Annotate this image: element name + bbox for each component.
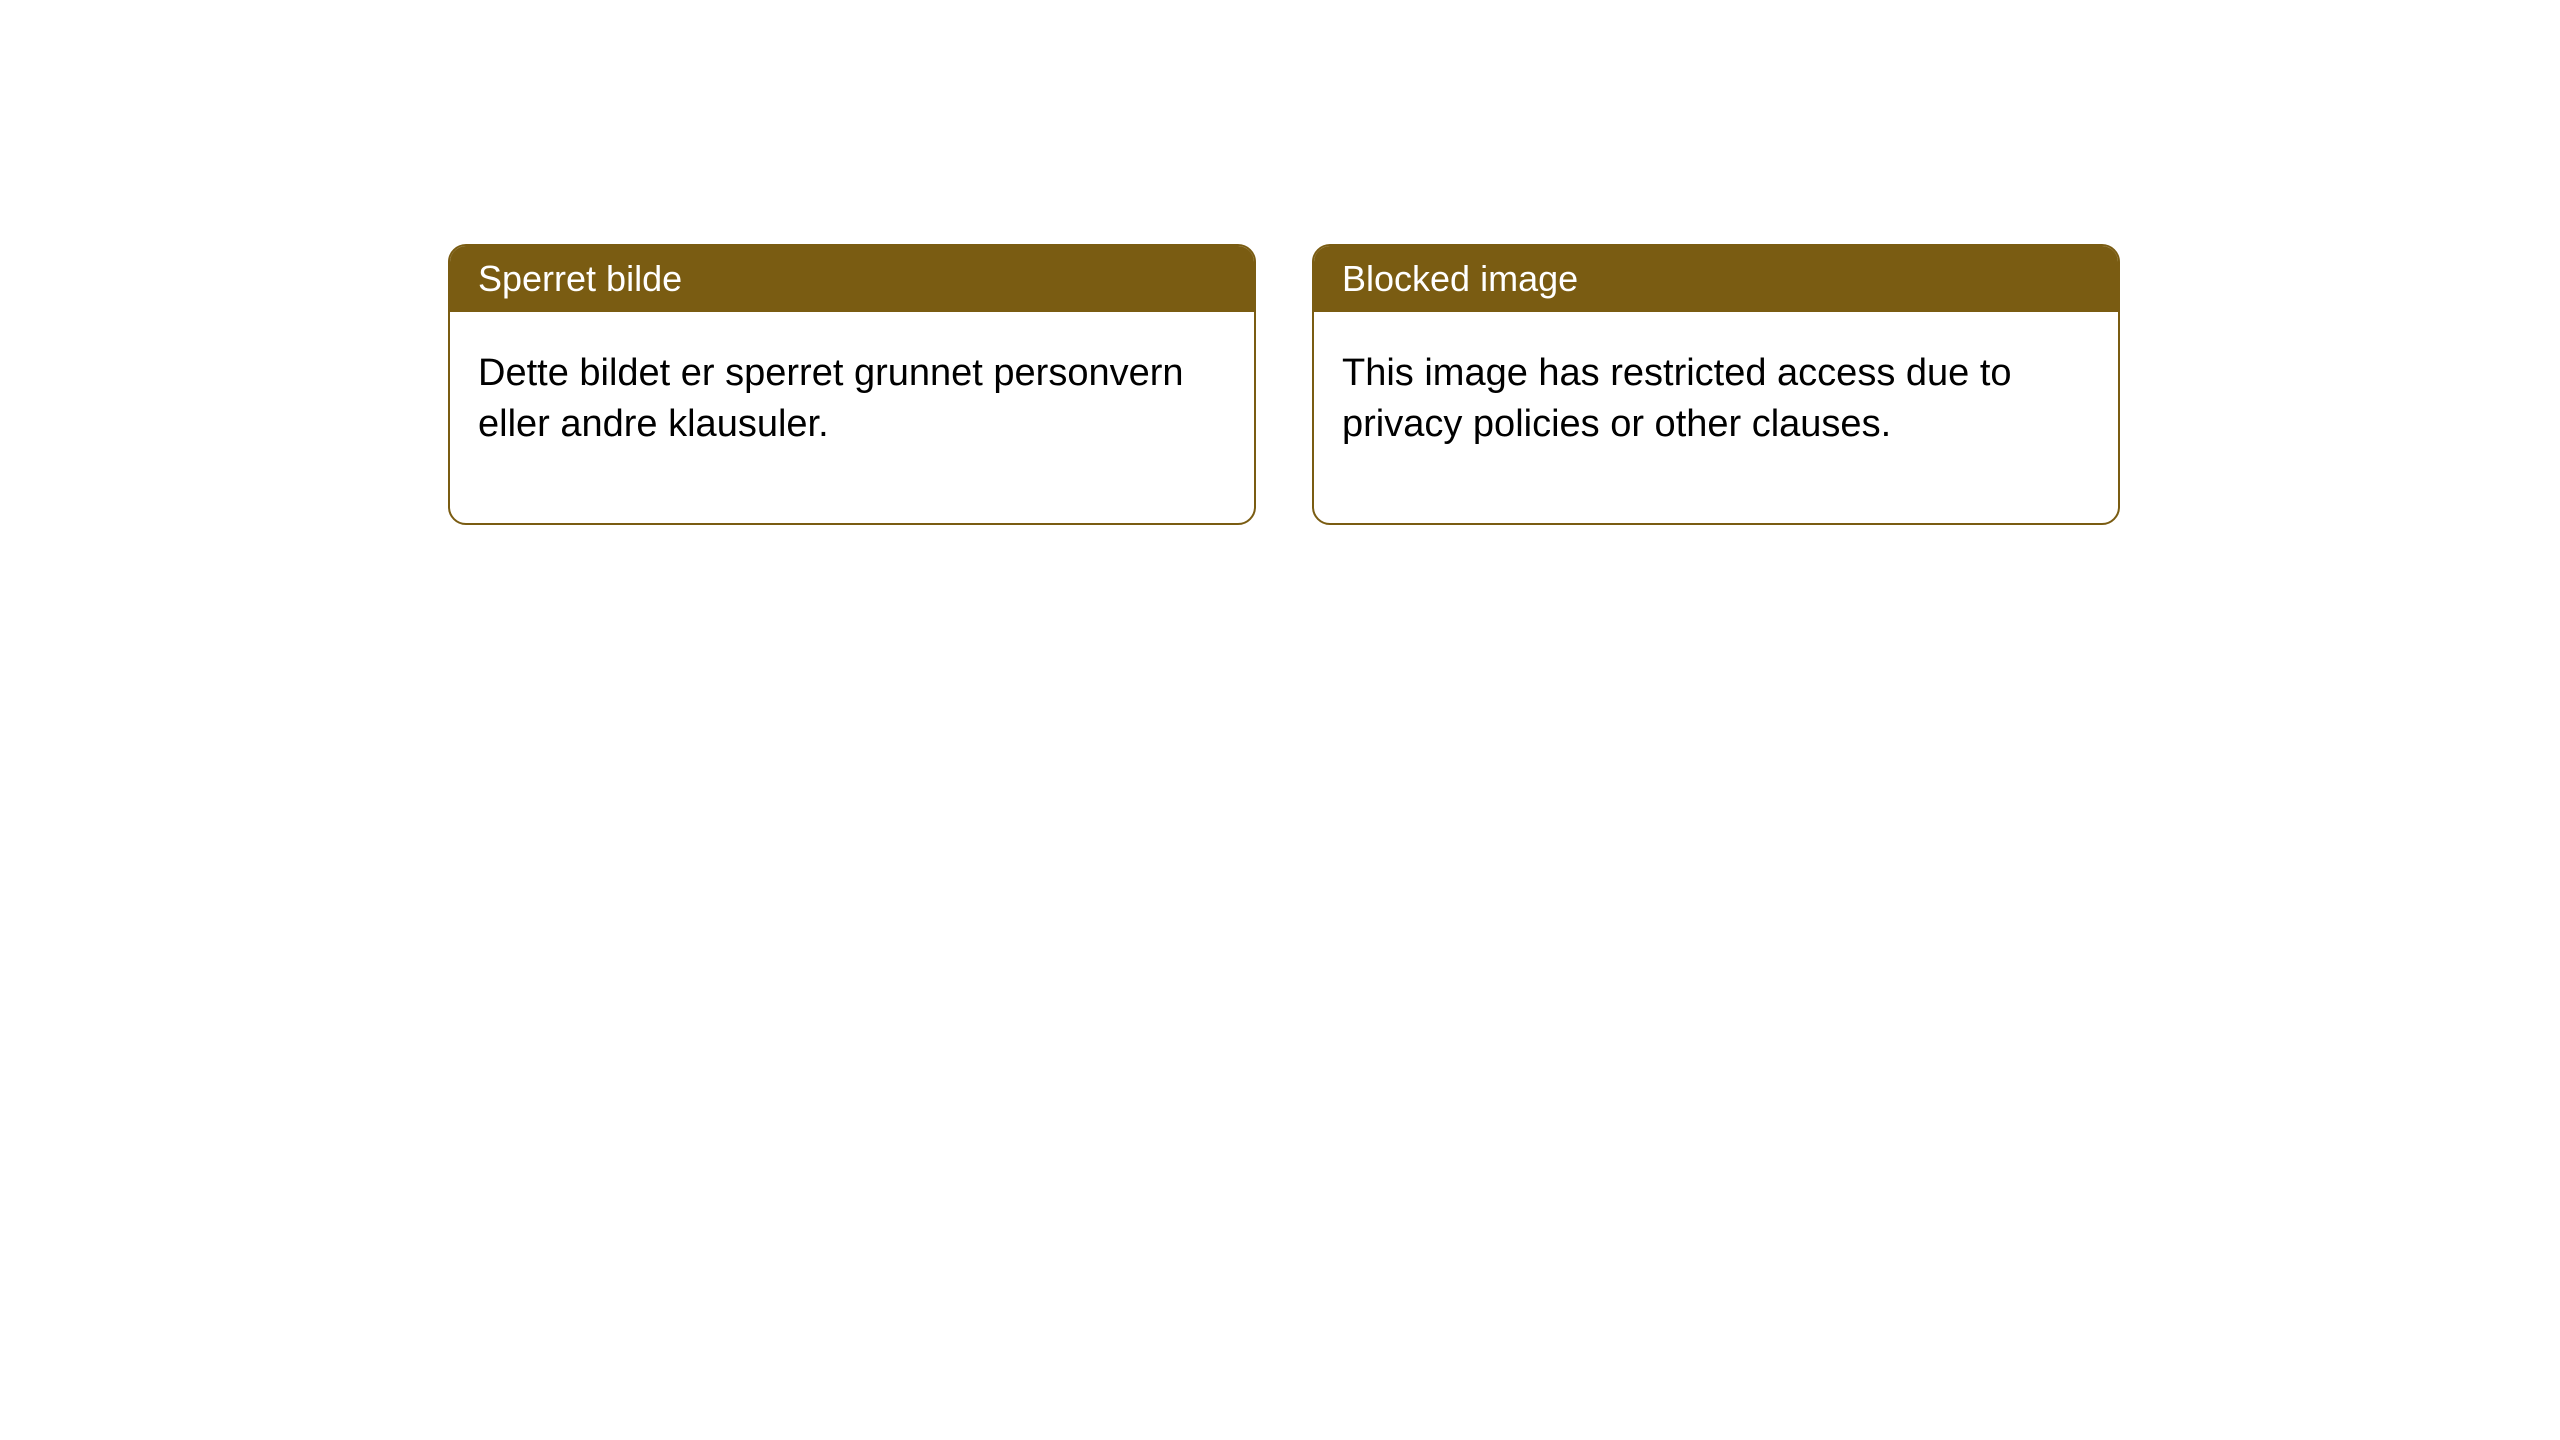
card-body-text: Dette bildet er sperret grunnet personve… — [478, 352, 1184, 445]
notice-card-norwegian: Sperret bilde Dette bildet er sperret gr… — [448, 244, 1256, 525]
card-title: Sperret bilde — [478, 258, 682, 299]
card-body: Dette bildet er sperret grunnet personve… — [450, 312, 1254, 523]
card-header: Blocked image — [1314, 246, 2118, 312]
notice-card-english: Blocked image This image has restricted … — [1312, 244, 2120, 525]
card-header: Sperret bilde — [450, 246, 1254, 312]
card-body: This image has restricted access due to … — [1314, 312, 2118, 523]
notice-container: Sperret bilde Dette bildet er sperret gr… — [0, 0, 2560, 525]
card-title: Blocked image — [1342, 258, 1578, 299]
card-body-text: This image has restricted access due to … — [1342, 352, 2012, 445]
